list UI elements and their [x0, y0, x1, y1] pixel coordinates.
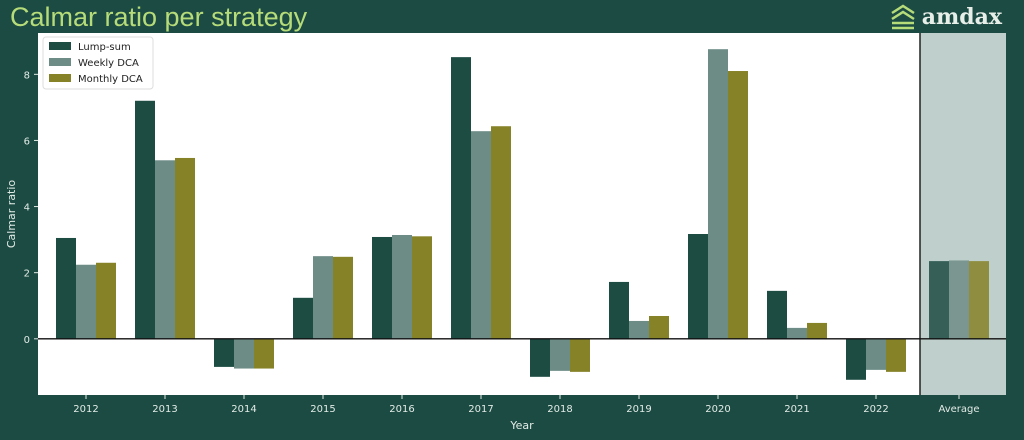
legend-label: Weekly DCA: [78, 58, 139, 69]
legend-swatch: [49, 74, 71, 82]
bar-lump-sum-2020: [688, 234, 708, 339]
x-axis-label: Year: [509, 419, 534, 432]
plot-area: [38, 33, 1006, 395]
bar-weekly-dca-2017: [471, 131, 491, 339]
x-tick-label: 2021: [784, 404, 809, 415]
bar-monthly-dca-2013: [175, 157, 195, 339]
legend-label: Monthly DCA: [78, 74, 143, 85]
bar-monthly-dca-2019: [649, 315, 669, 339]
bar-weekly-dca-2018: [550, 338, 570, 371]
legend-swatch: [49, 58, 71, 66]
bar-lump-sum-2016: [372, 236, 392, 339]
y-tick-label: 6: [24, 136, 30, 147]
average-band: [920, 33, 1006, 395]
x-tick-label: 2022: [863, 404, 888, 415]
bar-lump-sum-2021: [767, 290, 787, 339]
bar-weekly-dca-2013: [155, 160, 175, 339]
bar-lump-sum-2012: [56, 237, 76, 339]
bar-lump-sum-2014: [214, 338, 234, 367]
bar-weekly-dca-2022: [866, 338, 886, 370]
x-tick-label: Average: [938, 404, 979, 415]
bar-weekly-dca-average: [949, 260, 969, 339]
bar-weekly-dca-2015: [313, 256, 333, 339]
bar-weekly-dca-2020: [708, 49, 728, 339]
x-tick-label: 2014: [231, 404, 256, 415]
amdax-logo: amdax: [890, 4, 1002, 30]
bar-monthly-dca-2014: [254, 338, 274, 369]
legend-swatch: [49, 42, 71, 50]
x-tick-label: 2015: [310, 404, 335, 415]
bar-lump-sum-2013: [135, 100, 155, 339]
bar-weekly-dca-2021: [787, 327, 807, 339]
bar-lump-sum-2019: [609, 281, 629, 339]
bar-lump-sum-2018: [530, 338, 550, 377]
x-tick-label: 2018: [547, 404, 572, 415]
y-tick-label: 2: [24, 269, 30, 280]
x-tick-label: 2019: [626, 404, 651, 415]
bar-lump-sum-2015: [293, 297, 313, 339]
bar-monthly-dca-2021: [807, 322, 827, 339]
bar-monthly-dca-average: [969, 261, 989, 339]
bar-monthly-dca-2022: [886, 338, 906, 372]
bar-lump-sum-2017: [451, 57, 471, 339]
x-tick-label: 2013: [152, 404, 177, 415]
x-tick-label: 2017: [468, 404, 493, 415]
bar-monthly-dca-2020: [728, 71, 748, 339]
bar-weekly-dca-2019: [629, 320, 649, 339]
bar-lump-sum-average: [929, 261, 949, 339]
bar-weekly-dca-2016: [392, 234, 412, 339]
stacked-chevrons-icon: [891, 4, 915, 30]
logo-text: amdax: [921, 4, 1002, 30]
bar-monthly-dca-2017: [491, 126, 511, 339]
bar-monthly-dca-2018: [570, 338, 590, 372]
bar-monthly-dca-2016: [412, 236, 432, 339]
x-tick-label: 2020: [705, 404, 730, 415]
y-axis-label: Calmar ratio: [5, 180, 18, 249]
bar-lump-sum-2022: [846, 338, 866, 380]
legend-label: Lump-sum: [78, 42, 131, 53]
bar-monthly-dca-2012: [96, 262, 116, 339]
y-tick-label: 8: [24, 70, 30, 81]
x-tick-label: 2012: [73, 404, 98, 415]
page-title: Calmar ratio per strategy: [10, 2, 308, 32]
y-tick-label: 0: [24, 335, 30, 346]
bar-monthly-dca-2015: [333, 256, 353, 339]
y-tick-label: 4: [24, 203, 30, 214]
bar-weekly-dca-2014: [234, 338, 254, 369]
bar-weekly-dca-2012: [76, 264, 96, 339]
x-tick-label: 2016: [389, 404, 414, 415]
